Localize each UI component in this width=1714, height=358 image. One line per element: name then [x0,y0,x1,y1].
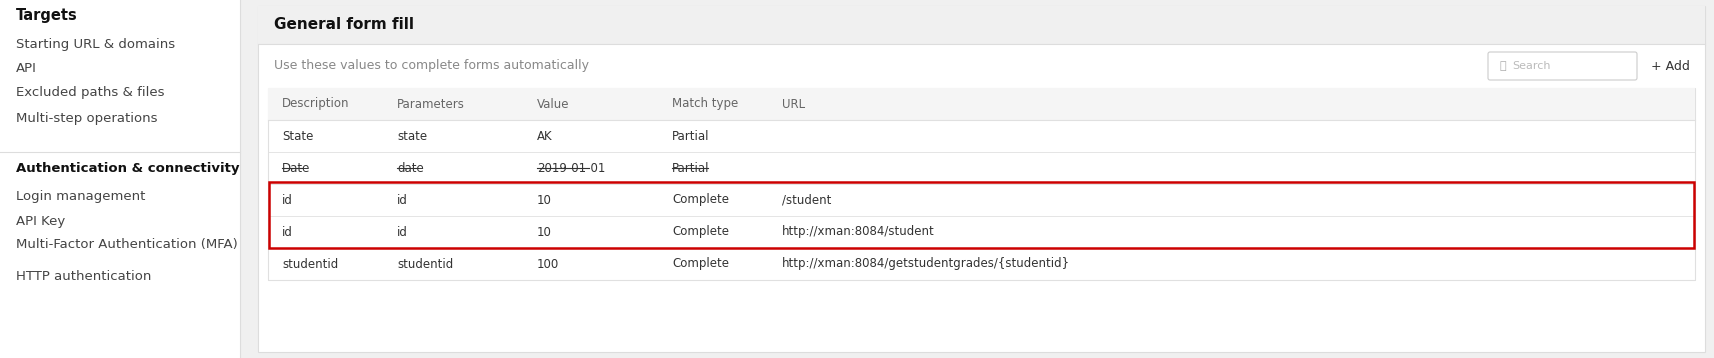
Bar [257,6,1704,352]
Text: Complete: Complete [672,194,728,207]
Text: id: id [281,226,293,238]
Text: state: state [396,130,427,142]
Text: Multi-Factor Authentication (MFA): Multi-Factor Authentication (MFA) [15,238,238,251]
Text: Excluded paths & files: Excluded paths & files [15,86,165,99]
Text: Partial: Partial [672,130,710,142]
Text: Partial: Partial [672,161,710,174]
Text: id: id [396,194,408,207]
Text: Description: Description [281,97,350,111]
Text: URL: URL [782,97,804,111]
Text: Value: Value [536,97,569,111]
Text: Authentication & connectivity: Authentication & connectivity [15,162,240,175]
Text: State: State [281,130,314,142]
Bar [0,0,240,358]
Text: studentid: studentid [281,257,338,271]
Bar [267,88,1693,120]
Text: http://xman:8084/student: http://xman:8084/student [782,226,934,238]
Text: date: date [396,161,423,174]
Text: General form fill: General form fill [274,17,413,32]
Text: http://xman:8084/getstudentgrades/{studentid}: http://xman:8084/getstudentgrades/{stude… [782,257,1070,271]
Text: API Key: API Key [15,215,65,228]
Text: Parameters: Parameters [396,97,464,111]
Text: Search: Search [1512,61,1549,71]
Text: Match type: Match type [672,97,737,111]
Text: Complete: Complete [672,226,728,238]
Text: ⌕: ⌕ [1500,61,1505,71]
Text: id: id [281,194,293,207]
Text: Targets: Targets [15,8,77,23]
Text: 100: 100 [536,257,559,271]
Text: 10: 10 [536,226,552,238]
Text: + Add: + Add [1651,59,1688,73]
Text: AK: AK [536,130,552,142]
Text: Multi-step operations: Multi-step operations [15,112,158,125]
Text: Use these values to complete forms automatically: Use these values to complete forms autom… [274,59,588,73]
Text: API: API [15,62,38,75]
Bar [269,182,1693,248]
Bar [267,88,1693,280]
Text: Login management: Login management [15,190,146,203]
Text: Starting URL & domains: Starting URL & domains [15,38,175,51]
FancyBboxPatch shape [1488,52,1637,80]
Bar [257,6,1704,44]
Text: 10: 10 [536,194,552,207]
Text: studentid: studentid [396,257,452,271]
Text: Complete: Complete [672,257,728,271]
Text: HTTP authentication: HTTP authentication [15,270,151,283]
Text: id: id [396,226,408,238]
Text: 2019-01-01: 2019-01-01 [536,161,605,174]
Text: /student: /student [782,194,831,207]
Text: Date: Date [281,161,310,174]
